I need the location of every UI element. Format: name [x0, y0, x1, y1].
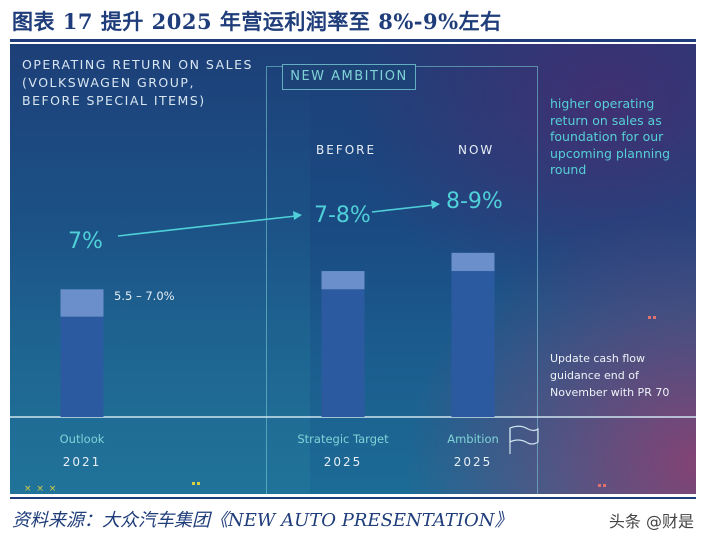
outlook-range-annotation: 5.5 – 7.0%: [114, 289, 175, 303]
bar-range-0: [60, 289, 104, 317]
year-label-ambition: 2025: [454, 455, 493, 469]
figure-title: 图表 17 提升 2025 年营运利润率至 8%-9%左右: [12, 9, 502, 34]
trend-arrow-2: [371, 204, 435, 213]
trend-arrowhead-2: [431, 200, 440, 209]
title-rule: [10, 39, 696, 42]
slide-glow: [10, 44, 310, 494]
trend-arrow-1: [117, 215, 297, 237]
year-label-strategic: 2025: [324, 455, 363, 469]
bar-range-2: [451, 252, 495, 272]
slide-panel: OPERATING RETURN ON SALES (VOLKSWAGEN GR…: [10, 44, 696, 494]
finish-flag-icon: [509, 425, 539, 454]
bar-base-0: [60, 316, 104, 417]
bar-range-1: [321, 271, 365, 290]
source-note: 资料来源：大众汽车集团《NEW AUTO PRESENTATION》: [12, 510, 513, 531]
return-on-sales-chart: 7% 7-8% 8-9% 5.5 – 7.0% Outlook Strategi…: [10, 189, 696, 487]
slide-header-line-3: BEFORE SPECIAL ITEMS): [22, 93, 206, 108]
category-label-outlook: Outlook: [60, 432, 105, 446]
new-ambition-label: NEW AMBITION: [282, 64, 416, 90]
cash-flow-note: Update cash flow guidance end of Novembe…: [550, 352, 670, 399]
category-label-strategic: Strategic Target: [297, 432, 389, 446]
planning-note: higher operating return on sales as foun…: [550, 96, 671, 177]
slide-header: OPERATING RETURN ON SALES (VOLKSWAGEN GR…: [22, 56, 253, 110]
column-header-now: NOW: [458, 143, 495, 157]
trend-arrowhead-1: [293, 211, 302, 220]
headline-label-outlook: 7%: [68, 229, 103, 254]
column-header-before: BEFORE: [316, 143, 377, 157]
decorative-dots-icon: [192, 316, 656, 487]
slide-header-line-1: OPERATING RETURN ON SALES: [22, 57, 253, 72]
decorative-marks-left: × × ×: [24, 484, 58, 494]
headline-label-ambition: 8-9%: [446, 189, 503, 214]
category-label-ambition: Ambition: [447, 432, 499, 446]
watermark: 头条 @财是: [608, 512, 694, 531]
bar-base-1: [321, 289, 365, 417]
slide-header-line-2: (VOLKSWAGEN GROUP,: [22, 75, 195, 90]
year-label-outlook: 2021: [63, 455, 102, 469]
bar-base-2: [451, 271, 495, 417]
headline-label-strategic: 7-8%: [314, 203, 371, 228]
source-rule: [10, 497, 696, 499]
